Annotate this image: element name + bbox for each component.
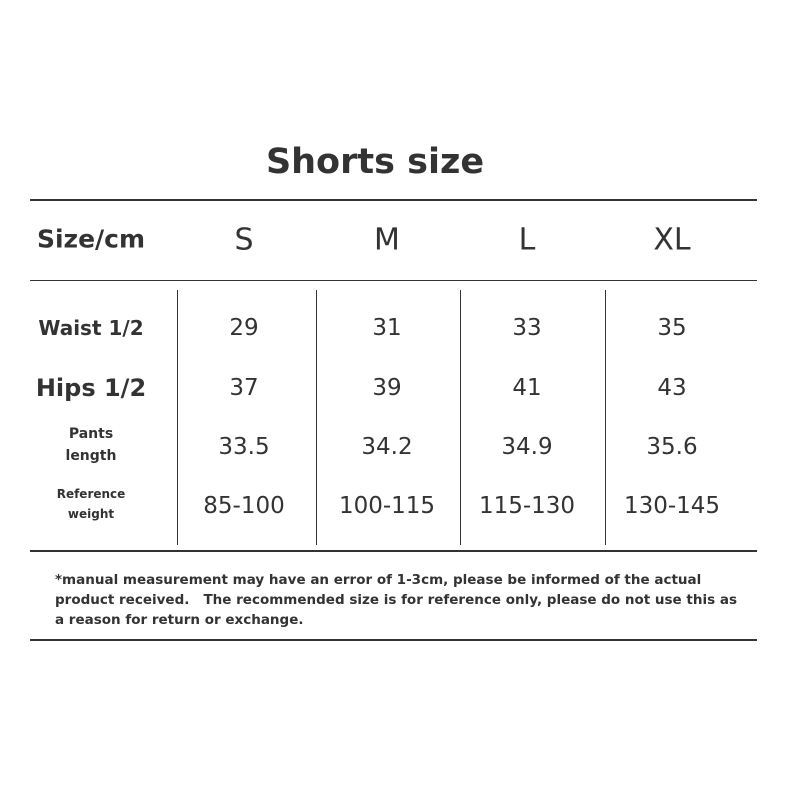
rule xyxy=(30,639,757,641)
size-header: M xyxy=(374,222,400,258)
value: 115-130 xyxy=(478,493,576,519)
value: 85-100 xyxy=(203,493,285,519)
row-label: Reference weight xyxy=(56,487,126,521)
row-label: Hips 1/2 xyxy=(35,374,147,402)
value: 33.5 xyxy=(218,434,270,460)
value: 33 xyxy=(512,315,542,341)
column-divider xyxy=(605,290,606,545)
value: 31 xyxy=(372,315,402,341)
value: 43 xyxy=(657,375,687,401)
column-divider xyxy=(460,290,461,545)
size-header: S xyxy=(234,222,254,258)
rule xyxy=(30,199,757,201)
value: 34.2 xyxy=(361,434,413,460)
value: 130-145 xyxy=(623,493,721,519)
value: 100-115 xyxy=(338,493,436,519)
header-label: Size/cm xyxy=(36,224,146,254)
size-header: L xyxy=(518,222,536,258)
size-header: XL xyxy=(653,222,691,258)
rule xyxy=(30,280,757,281)
rule xyxy=(30,550,757,552)
value: 29 xyxy=(229,315,259,341)
column-divider xyxy=(177,290,178,545)
value: 37 xyxy=(229,375,259,401)
column-divider xyxy=(316,290,317,545)
value: 34.9 xyxy=(501,434,553,460)
title: Shorts size xyxy=(265,142,485,182)
row-label: Pants length xyxy=(65,426,117,464)
row-label: Waist 1/2 xyxy=(38,316,144,340)
note: *manual measurement may have an error of… xyxy=(55,572,742,628)
value: 41 xyxy=(512,375,542,401)
value: 35.6 xyxy=(646,434,698,460)
value: 39 xyxy=(372,375,402,401)
value: 35 xyxy=(657,315,687,341)
